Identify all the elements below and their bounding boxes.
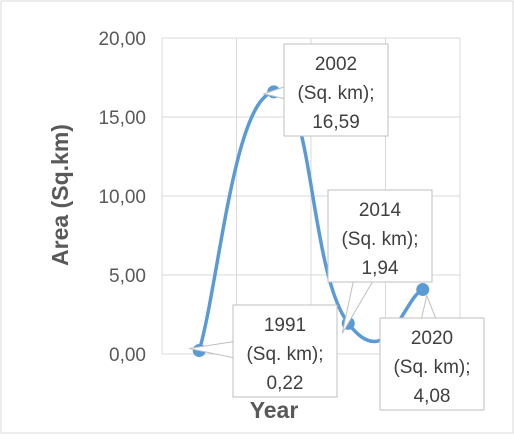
y-tick-label: 15,00 xyxy=(98,108,146,129)
callout-line: (Sq. km); xyxy=(246,344,323,365)
data-label-2020: 2020 (Sq. km); 4,08 xyxy=(379,293,485,411)
data-label-2014: 2014 (Sq. km); 1,94 xyxy=(327,189,433,334)
y-tick-label: 20,00 xyxy=(98,29,146,50)
callout-line: 1991 xyxy=(264,315,306,336)
x-axis-title: Year xyxy=(250,397,299,423)
callout-box xyxy=(283,43,389,137)
y-axis-title: Area (Sq.km) xyxy=(47,124,73,266)
callout-line: 0,22 xyxy=(267,373,304,394)
callout-box xyxy=(327,189,433,283)
callout-line: 16,59 xyxy=(312,112,360,133)
callout-box xyxy=(232,304,338,398)
data-label-2002: 2002 (Sq. km); 16,59 xyxy=(261,43,389,137)
callout-line: 4,08 xyxy=(414,386,451,407)
callout-line: 1,94 xyxy=(362,258,399,279)
y-tick-label: 5,00 xyxy=(109,266,146,287)
callout-line: 2014 xyxy=(359,200,402,221)
callout-line: (Sq. km); xyxy=(341,229,418,250)
callout-line: (Sq. km); xyxy=(393,357,470,378)
callout-box xyxy=(379,317,485,411)
callout-line: 2002 xyxy=(315,54,357,75)
callout-line: 2020 xyxy=(411,328,453,349)
data-point-2020 xyxy=(416,283,430,297)
y-tick-label: 0,00 xyxy=(109,345,146,366)
callout-line: (Sq. km); xyxy=(297,83,374,104)
data-label-1991: 1991 (Sq. km); 0,22 xyxy=(189,304,338,398)
y-tick-label: 10,00 xyxy=(98,187,146,208)
